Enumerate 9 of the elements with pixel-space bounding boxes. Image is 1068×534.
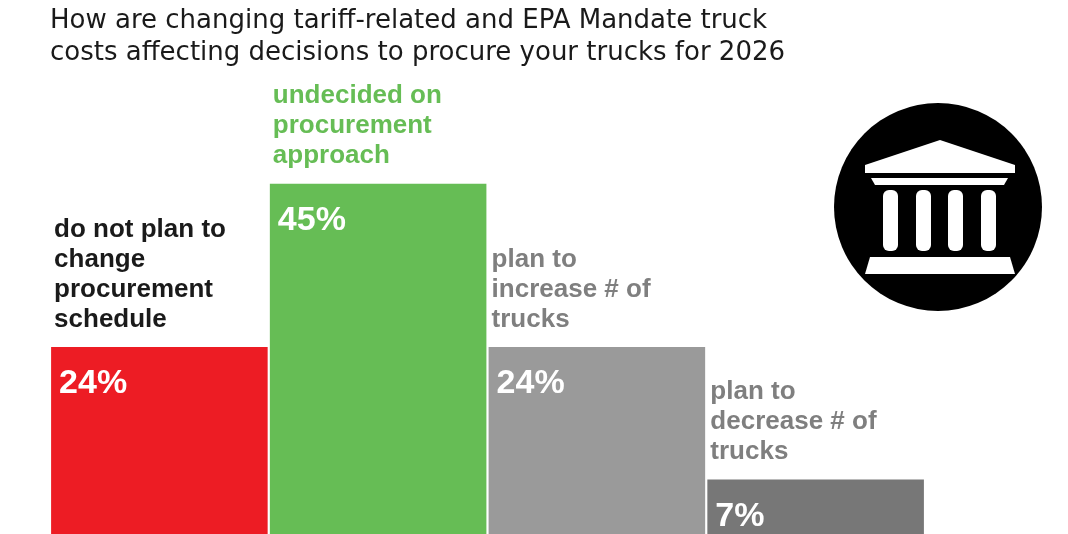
x-tick-label: plan to decrease # of trucks: [710, 375, 877, 466]
data-label: 7%: [715, 494, 765, 533]
x-tick-label: plan to increase # of trucks: [491, 243, 651, 334]
x-tick-label: do not plan to change procurement schedule: [54, 213, 226, 334]
chart-title: How are changing tariff-related and EPA Mandate truck costs affecting decisions to procure your trucks for 2026: [50, 4, 786, 66]
data-label: 24%: [59, 362, 128, 401]
data-label: 45%: [277, 198, 346, 237]
data-label: 24%: [496, 362, 565, 401]
x-tick-label: undecided on procurement approach: [272, 79, 442, 170]
